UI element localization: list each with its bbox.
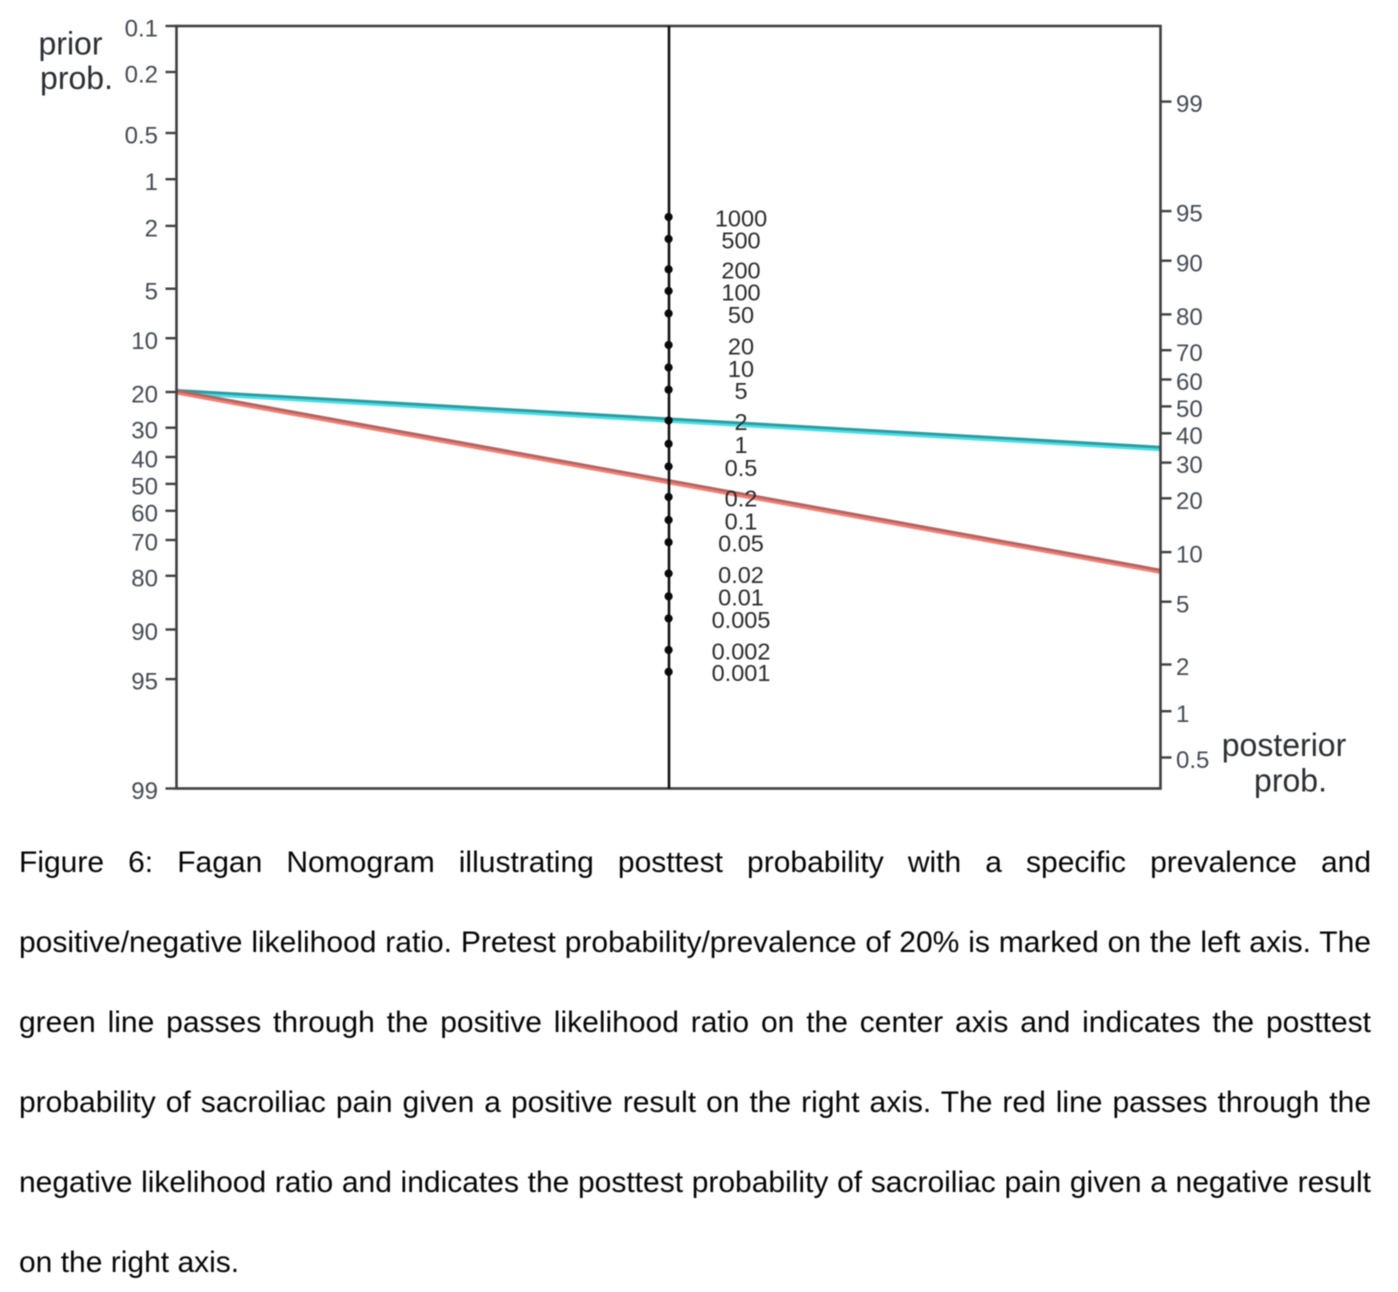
svg-text:30: 30 xyxy=(1176,452,1203,479)
svg-text:99: 99 xyxy=(1176,91,1203,118)
svg-text:prior: prior xyxy=(38,26,102,62)
svg-text:20: 20 xyxy=(131,382,158,409)
svg-text:2: 2 xyxy=(1176,654,1189,681)
svg-text:0.1: 0.1 xyxy=(725,508,758,534)
svg-text:prob.: prob. xyxy=(40,60,113,96)
svg-text:0.005: 0.005 xyxy=(712,607,771,633)
svg-text:5: 5 xyxy=(145,278,158,305)
svg-text:5: 5 xyxy=(734,378,747,404)
svg-text:0.1: 0.1 xyxy=(125,16,158,43)
svg-text:40: 40 xyxy=(131,447,158,474)
svg-text:0.5: 0.5 xyxy=(125,123,158,150)
svg-text:0.001: 0.001 xyxy=(712,660,771,686)
svg-text:0.002: 0.002 xyxy=(712,638,771,664)
svg-text:500: 500 xyxy=(721,227,760,253)
svg-text:90: 90 xyxy=(131,619,158,646)
svg-text:80: 80 xyxy=(1176,304,1203,331)
svg-text:0.2: 0.2 xyxy=(125,62,158,89)
svg-text:50: 50 xyxy=(131,474,158,501)
svg-text:0.01: 0.01 xyxy=(718,585,764,611)
svg-text:0.02: 0.02 xyxy=(718,562,764,588)
svg-text:100: 100 xyxy=(721,279,760,305)
svg-text:10: 10 xyxy=(131,328,158,355)
svg-text:1: 1 xyxy=(145,169,158,196)
svg-text:200: 200 xyxy=(721,258,760,284)
svg-text:0.5: 0.5 xyxy=(725,455,758,481)
svg-text:60: 60 xyxy=(1176,369,1203,396)
svg-text:95: 95 xyxy=(131,669,158,696)
svg-text:10: 10 xyxy=(1176,542,1203,569)
svg-text:prob.: prob. xyxy=(1254,763,1327,799)
svg-text:70: 70 xyxy=(1176,340,1203,367)
svg-text:1: 1 xyxy=(734,432,747,458)
svg-text:0.05: 0.05 xyxy=(718,531,764,557)
svg-text:80: 80 xyxy=(131,565,158,592)
svg-text:99: 99 xyxy=(131,778,158,805)
svg-text:1: 1 xyxy=(1176,701,1189,728)
svg-text:20: 20 xyxy=(728,333,754,359)
svg-text:2: 2 xyxy=(734,409,747,435)
svg-text:40: 40 xyxy=(1176,423,1203,450)
svg-text:95: 95 xyxy=(1176,201,1203,228)
svg-text:50: 50 xyxy=(728,302,754,328)
svg-text:30: 30 xyxy=(131,417,158,444)
svg-text:20: 20 xyxy=(1176,488,1203,515)
svg-text:posterior: posterior xyxy=(1222,727,1347,763)
svg-text:70: 70 xyxy=(131,530,158,557)
svg-text:90: 90 xyxy=(1176,250,1203,277)
svg-text:60: 60 xyxy=(131,500,158,527)
svg-text:10: 10 xyxy=(728,356,754,382)
svg-text:2: 2 xyxy=(145,216,158,243)
svg-text:5: 5 xyxy=(1176,591,1189,618)
svg-text:1000: 1000 xyxy=(715,205,767,231)
svg-text:50: 50 xyxy=(1176,396,1203,423)
svg-text:0.5: 0.5 xyxy=(1176,747,1209,774)
svg-text:0.2: 0.2 xyxy=(725,485,758,511)
